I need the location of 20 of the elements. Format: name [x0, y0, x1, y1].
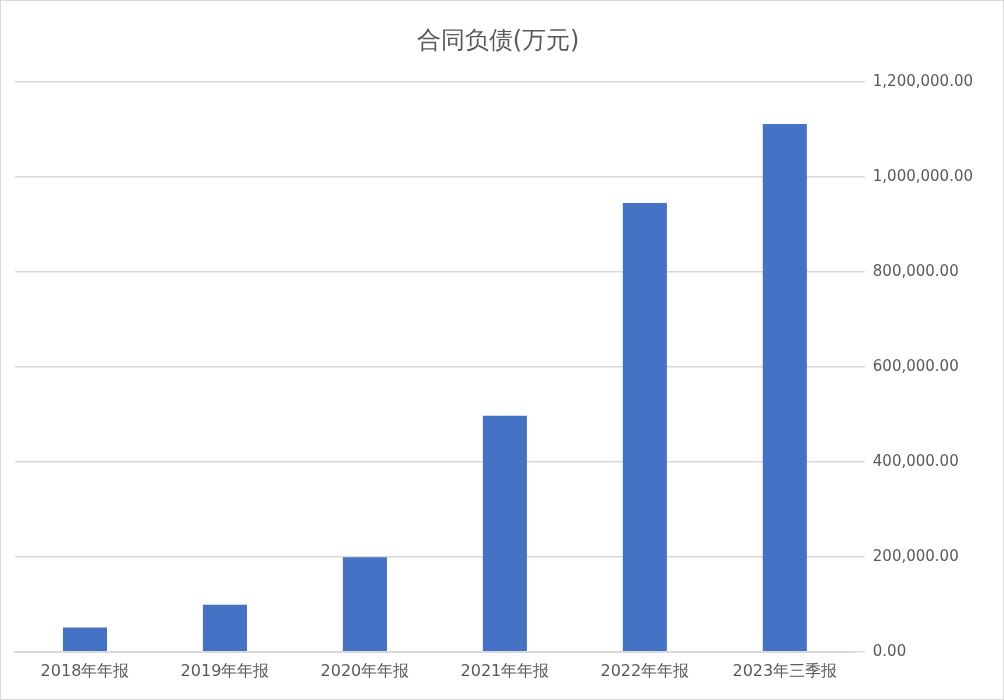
bar	[202, 604, 247, 652]
x-tick-label: 2021年年报	[460, 660, 550, 680]
y-tick-label: 1,200,000.00	[872, 71, 974, 90]
x-tick-label: 2020年年报	[320, 660, 410, 680]
y-tick-label: 600,000.00	[872, 356, 959, 375]
x-tick-label: 2019年年报	[180, 660, 270, 680]
bar	[342, 557, 387, 652]
x-tick-label: 2023年三季报	[732, 660, 838, 680]
x-tick-label: 2022年年报	[600, 660, 690, 680]
chart-title: 合同负债(万元)	[416, 25, 580, 54]
y-tick-label: 800,000.00	[872, 261, 959, 280]
bar	[622, 202, 667, 652]
bar	[762, 124, 807, 652]
y-tick-label: 400,000.00	[872, 451, 959, 470]
y-tick-label: 200,000.00	[872, 546, 959, 565]
x-tick-label: 2018年年报	[40, 660, 130, 680]
y-tick-label: 1,000,000.00	[872, 166, 974, 185]
bar	[482, 415, 527, 652]
bar	[62, 627, 108, 652]
y-tick-label: 0.00	[872, 641, 907, 660]
